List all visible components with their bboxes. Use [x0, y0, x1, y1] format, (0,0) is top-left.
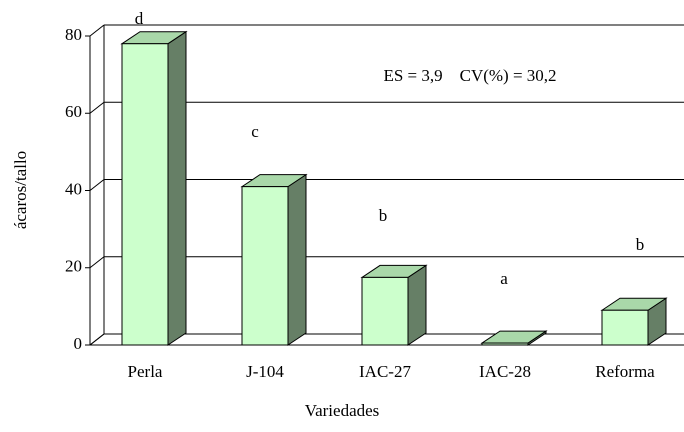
- y-tick-label: 0: [74, 334, 83, 353]
- bar-side: [407, 264, 427, 346]
- letter-label: b: [379, 206, 388, 225]
- x-tick-label: IAC-28: [479, 362, 531, 381]
- letter-label: c: [251, 122, 259, 141]
- letter-label: a: [500, 269, 508, 288]
- y-tick-label: 40: [65, 179, 82, 198]
- grid-diag: [89, 333, 105, 346]
- bar-top: [480, 330, 548, 344]
- y-axis-label: ácaros/tallo: [11, 151, 30, 229]
- grid-diag: [89, 179, 105, 191]
- x-tick-label: Perla: [128, 362, 163, 381]
- bar: [361, 276, 409, 346]
- bar: [121, 43, 169, 346]
- y-tick-label: 20: [65, 257, 82, 276]
- bar: [601, 309, 649, 346]
- x-tick-label: J-104: [246, 362, 284, 381]
- bar-side: [287, 173, 307, 346]
- bar: [241, 186, 289, 346]
- grid-diag: [89, 101, 105, 114]
- x-axis-label: Variedades: [305, 401, 380, 420]
- y-tick-label: 80: [65, 25, 82, 44]
- letter-label: d: [135, 9, 144, 28]
- y-tick-label: 60: [65, 102, 82, 121]
- annotation: ES = 3,9 CV(%) = 30,2: [383, 66, 556, 85]
- x-tick-label: Reforma: [595, 362, 655, 381]
- bar-side: [167, 30, 187, 346]
- letter-label: b: [636, 235, 645, 254]
- grid-diag: [89, 256, 105, 269]
- x-tick-label: IAC-27: [359, 362, 411, 381]
- grid-diag: [89, 24, 105, 37]
- bar: [481, 342, 529, 346]
